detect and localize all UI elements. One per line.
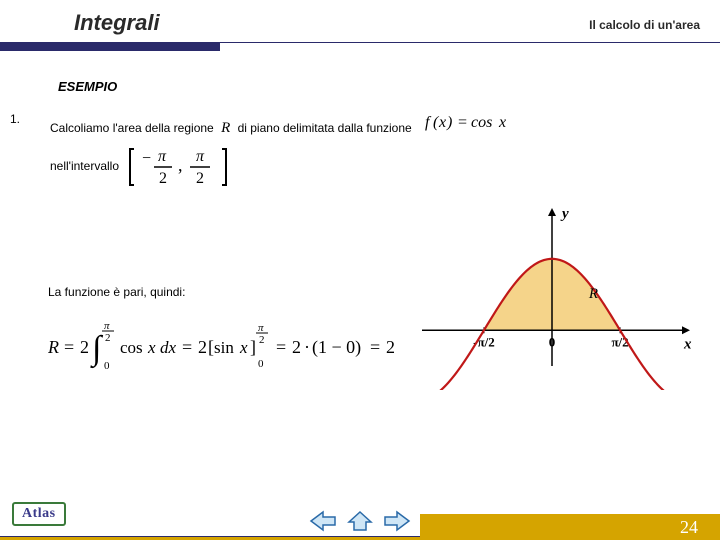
svg-text:π: π: [196, 148, 205, 165]
svg-text:): ): [446, 114, 452, 131]
svg-text:2: 2: [159, 170, 167, 187]
svg-text:=: =: [457, 114, 468, 131]
svg-text:]: ]: [250, 337, 256, 357]
header: Integrali Il calcolo di un'area: [0, 0, 720, 42]
svg-text:0: 0: [258, 358, 264, 370]
svg-text:∫: ∫: [90, 330, 104, 369]
logo: Atlas: [12, 502, 66, 526]
interval-svg: − π 2 , π 2: [128, 145, 228, 189]
svg-text:,: ,: [178, 155, 183, 175]
svg-text:=: =: [276, 337, 286, 357]
func-svg: f ( x ) = cos x: [425, 112, 521, 132]
svg-text:dx: dx: [160, 338, 177, 357]
nav-next-icon[interactable]: [383, 510, 411, 532]
nav-home-icon[interactable]: [347, 510, 373, 532]
svg-text:cos: cos: [471, 114, 492, 131]
func-expr: f ( x ) = cos x: [415, 120, 525, 136]
header-rule-thick: [0, 43, 220, 51]
svg-text:f: f: [425, 114, 432, 131]
svg-text:=: =: [182, 337, 192, 357]
nav-prev-icon[interactable]: [309, 510, 337, 532]
svg-text:x: x: [683, 336, 692, 352]
svg-text:=: =: [64, 337, 74, 357]
svg-text:0: 0: [104, 360, 110, 372]
svg-text:2: 2: [292, 337, 301, 357]
svg-text:x: x: [498, 114, 506, 131]
svg-text:cos: cos: [120, 338, 143, 357]
example-item: 1. Calcoliamo l'area della regione R di …: [10, 112, 710, 189]
svg-text:2: 2: [196, 170, 204, 187]
svg-text:2: 2: [105, 332, 111, 344]
svg-text:sin: sin: [214, 338, 234, 357]
svg-text:x: x: [239, 338, 248, 357]
line1b: di piano delimitata dalla funzione: [238, 121, 412, 135]
svg-text:R: R: [48, 337, 59, 357]
svg-text:π: π: [158, 148, 167, 165]
footer-bar: 24: [420, 514, 720, 540]
line2: nell'intervallo: [50, 159, 119, 173]
nav-arrows: [309, 510, 411, 532]
graph: -π/20π/2xyR: [412, 200, 692, 393]
svg-text:x: x: [438, 114, 446, 131]
svg-text:π: π: [258, 322, 264, 334]
svg-text:−: −: [142, 150, 151, 167]
region-symbol: R: [217, 120, 234, 136]
svg-text:2: 2: [80, 337, 89, 357]
svg-text:R: R: [588, 286, 598, 302]
item-text: Calcoliamo l'area della regione R di pia…: [50, 112, 710, 189]
item-number: 1.: [10, 112, 20, 126]
line1a: Calcoliamo l'area della regione: [50, 121, 214, 135]
svg-text:0: 0: [549, 334, 556, 349]
svg-text:=: =: [370, 337, 380, 357]
svg-text:y: y: [560, 206, 569, 222]
svg-text:x: x: [147, 338, 156, 357]
svg-text:π: π: [104, 320, 110, 332]
svg-text:2: 2: [259, 334, 265, 346]
svg-text:2: 2: [386, 337, 395, 357]
svg-text:2: 2: [198, 337, 207, 357]
page-number: 24: [680, 517, 698, 538]
svg-text:(1 − 0): (1 − 0): [312, 337, 361, 358]
page-subtitle: Il calcolo di un'area: [589, 18, 700, 32]
section-label: ESEMPIO: [58, 79, 720, 94]
svg-text:·: ·: [304, 337, 310, 357]
